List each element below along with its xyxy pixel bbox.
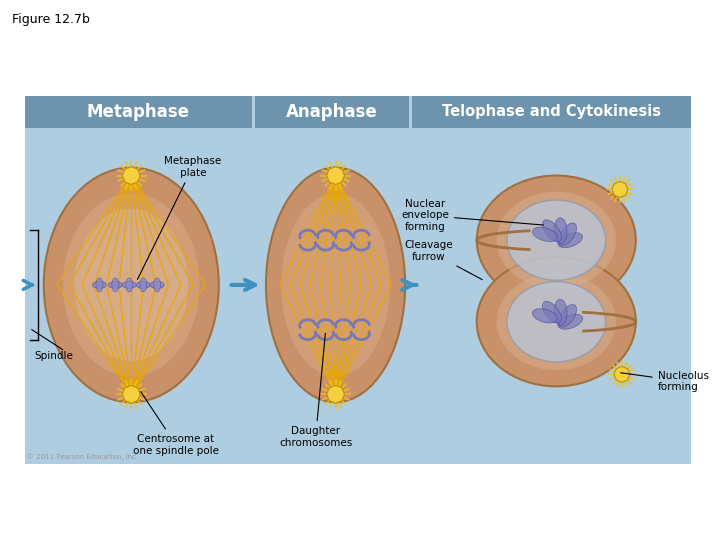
Ellipse shape [74,208,188,361]
Bar [255,96,409,128]
Ellipse shape [507,282,606,362]
Ellipse shape [109,281,122,288]
Ellipse shape [559,223,577,246]
Ellipse shape [558,314,582,329]
Ellipse shape [96,278,103,292]
Ellipse shape [126,278,132,292]
Ellipse shape [140,278,147,292]
Ellipse shape [150,281,164,288]
Text: Cleavage
furrow: Cleavage furrow [405,240,482,280]
Text: Figure 12.7b: Figure 12.7b [12,14,90,26]
Ellipse shape [477,257,636,386]
Ellipse shape [543,220,562,242]
Ellipse shape [554,218,567,244]
Text: Nuclear
envelope
forming: Nuclear envelope forming [401,199,544,232]
Ellipse shape [112,278,119,292]
Ellipse shape [266,167,405,402]
Ellipse shape [533,309,557,323]
Text: Nucleolus
forming: Nucleolus forming [621,370,708,392]
Text: Daughter
chromosomes: Daughter chromosomes [279,333,352,448]
Bar [412,96,691,128]
Ellipse shape [92,281,107,288]
Ellipse shape [153,278,161,292]
Text: Spindle: Spindle [35,352,73,361]
Text: Metaphase
plate: Metaphase plate [138,156,222,279]
Ellipse shape [44,167,219,402]
Ellipse shape [559,305,577,327]
Ellipse shape [477,176,636,305]
Ellipse shape [63,193,199,376]
Text: © 2011 Pearson Education, Inc.: © 2011 Pearson Education, Inc. [27,453,138,460]
Ellipse shape [543,301,562,323]
Ellipse shape [136,281,150,288]
Text: Telophase and Cytokinesis: Telophase and Cytokinesis [442,104,661,119]
Ellipse shape [558,233,582,248]
Ellipse shape [497,192,616,289]
Text: Anaphase: Anaphase [286,103,377,121]
Ellipse shape [497,273,616,370]
Ellipse shape [507,200,606,280]
Bar [25,96,251,128]
Bar [25,96,691,464]
Ellipse shape [122,281,136,288]
Ellipse shape [282,193,390,376]
Ellipse shape [533,227,557,241]
Text: Metaphase: Metaphase [86,103,189,121]
Text: Centrosome at
one spindle pole: Centrosome at one spindle pole [133,392,219,456]
Ellipse shape [554,299,567,325]
